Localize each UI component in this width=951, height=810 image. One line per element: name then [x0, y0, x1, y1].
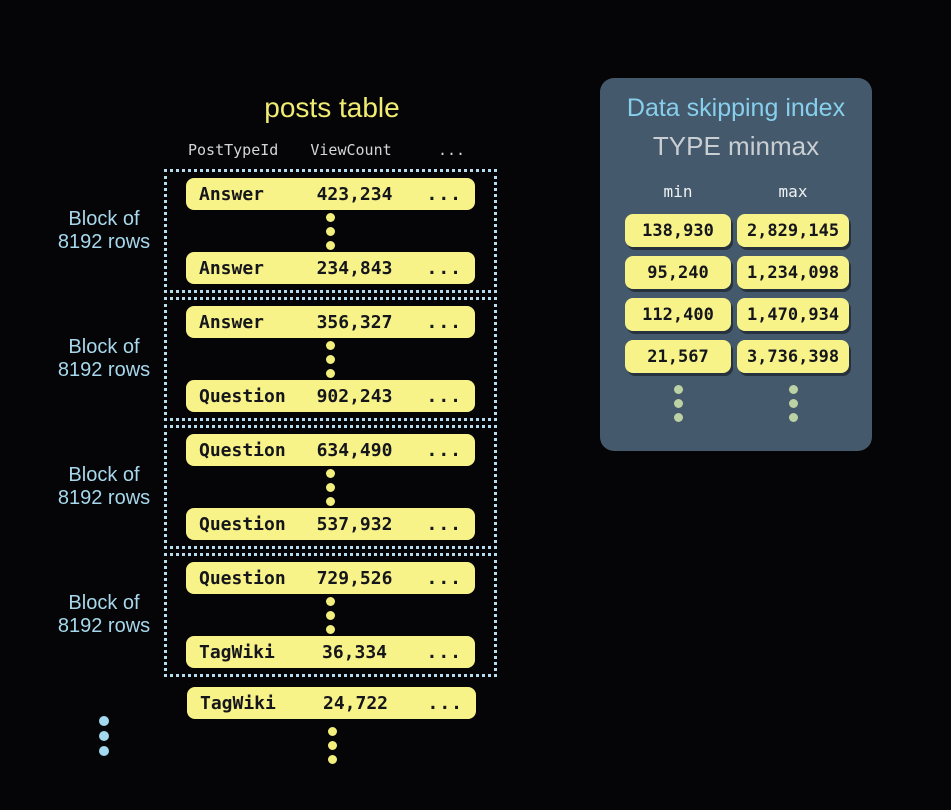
block-label-line1: Block of	[68, 208, 140, 230]
index-min-value: 138,930	[625, 214, 731, 247]
index-min-value: 95,240	[625, 256, 731, 289]
row-viewcount: 902,243	[316, 385, 393, 407]
index-max-value: 1,234,098	[737, 256, 849, 289]
table-row: TagWiki 36,334 ...	[186, 636, 475, 668]
row-viewcount: 36,334	[321, 641, 388, 663]
table-row: Question 902,243 ...	[186, 380, 475, 412]
row-posttypeid: Question	[199, 385, 286, 407]
block-label-line2: 8192 rows	[57, 231, 151, 253]
table-row: Answer 356,327 ...	[186, 306, 475, 338]
ellipsis-dots	[625, 385, 731, 422]
index-max-value: 1,470,934	[737, 298, 849, 331]
row-block-1: Answer 423,234 ... Answer 234,843 ...	[164, 169, 497, 293]
row-posttypeid: Question	[199, 513, 286, 535]
index-max-value: 2,829,145	[737, 214, 849, 247]
max-column-header: max	[778, 182, 808, 201]
table-row: Question 537,932 ...	[186, 508, 475, 540]
block-label-line1: Block of	[68, 336, 140, 358]
panel-title: Data skipping index	[626, 94, 846, 122]
ellipsis-dots	[326, 596, 335, 634]
block-label-line2: 8192 rows	[57, 487, 151, 509]
column-header-more: ...	[438, 141, 466, 159]
block-label-line1: Block of	[68, 592, 140, 614]
row-posttypeid: Question	[199, 439, 286, 461]
row-posttypeid: TagWiki	[200, 692, 276, 714]
posts-table-title: posts table	[264, 92, 400, 123]
block-label-line2: 8192 rows	[57, 615, 151, 637]
min-column-header: min	[663, 182, 693, 201]
index-min-value: 21,567	[625, 340, 731, 373]
ellipsis-dots	[326, 212, 335, 250]
index-min-value: 112,400	[625, 298, 731, 331]
row-viewcount: 729,526	[316, 567, 393, 589]
row-viewcount: 234,843	[316, 257, 393, 279]
ellipsis-dots	[165, 727, 499, 764]
row-viewcount: 356,327	[316, 311, 393, 333]
column-header-posttypeid: PostTypeId	[188, 141, 279, 159]
row-more: ...	[426, 567, 462, 589]
row-posttypeid: Answer	[199, 183, 265, 205]
table-row: Answer 234,843 ...	[186, 252, 475, 284]
index-max-value: 3,736,398	[737, 340, 849, 373]
row-more: ...	[426, 183, 462, 205]
block-label-line1: Block of	[68, 464, 140, 486]
ellipsis-dots	[326, 468, 335, 506]
row-block-2: Answer 356,327 ... Question 902,243 ...	[164, 297, 497, 421]
ellipsis-dots	[326, 340, 335, 378]
ellipsis-dots	[737, 385, 849, 422]
block-label-3: Block of 8192 rows	[30, 464, 178, 510]
row-posttypeid: TagWiki	[199, 641, 275, 663]
row-more: ...	[426, 311, 462, 333]
row-viewcount: 537,932	[316, 513, 393, 535]
block-label-line2: 8192 rows	[57, 359, 151, 381]
row-posttypeid: Answer	[199, 257, 265, 279]
row-block-4: Question 729,526 ... TagWiki 36,334 ...	[164, 553, 497, 677]
row-more: ...	[426, 257, 462, 279]
posts-table-column-headers: PostTypeId ViewCount ...	[0, 141, 951, 161]
row-more: ...	[426, 641, 462, 663]
table-row: Question 634,490 ...	[186, 434, 475, 466]
row-block-3: Question 634,490 ... Question 537,932 ..…	[164, 425, 497, 549]
block-label-1: Block of 8192 rows	[30, 208, 178, 254]
row-more: ...	[426, 513, 462, 535]
row-viewcount: 634,490	[316, 439, 393, 461]
row-more: ...	[427, 692, 463, 714]
row-more: ...	[426, 385, 462, 407]
table-row: Question 729,526 ...	[186, 562, 475, 594]
block-label-2: Block of 8192 rows	[30, 336, 178, 382]
panel-subtitle: TYPE minmax	[652, 131, 820, 161]
row-posttypeid: Question	[199, 567, 286, 589]
index-values-grid: 138,930 2,829,145 95,240 1,234,098 112,4…	[625, 214, 849, 373]
minmax-headers: min max	[600, 182, 872, 201]
block-label-4: Block of 8192 rows	[30, 592, 178, 638]
row-viewcount: 423,234	[316, 183, 393, 205]
row-posttypeid: Answer	[199, 311, 265, 333]
table-row: TagWiki 24,722 ...	[187, 687, 476, 719]
row-viewcount: 24,722	[322, 692, 389, 714]
ellipsis-dots	[30, 716, 178, 756]
column-header-viewcount: ViewCount	[310, 141, 392, 159]
row-more: ...	[426, 439, 462, 461]
data-skipping-index-panel: Data skipping index TYPE minmax min max …	[600, 78, 872, 451]
table-row: Answer 423,234 ...	[186, 178, 475, 210]
